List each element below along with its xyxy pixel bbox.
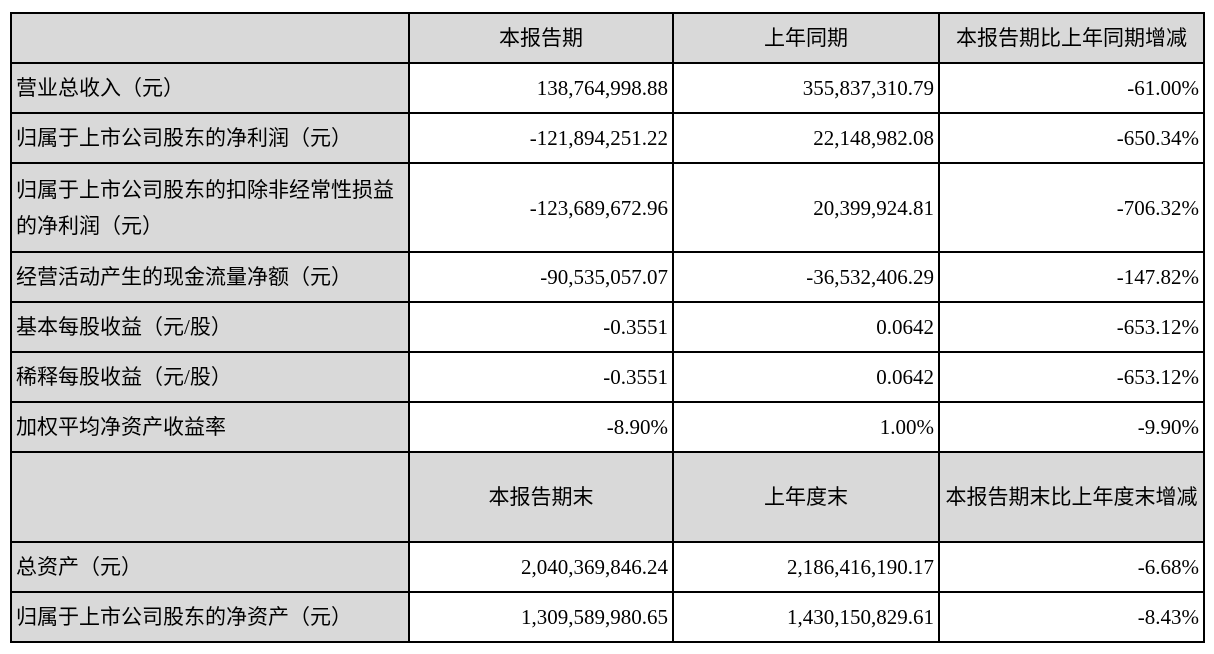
current-value: -90,535,057.07: [408, 251, 674, 303]
change-value: -653.12%: [938, 351, 1205, 403]
row-label: 稀释每股收益（元/股）: [10, 351, 410, 403]
change-value: -147.82%: [938, 251, 1205, 303]
table-row: 营业总收入（元） 138,764,998.88 355,837,310.79 -…: [10, 62, 1205, 114]
prior-value: 355,837,310.79: [672, 62, 940, 114]
financial-summary-table: 本报告期 上年同期 本报告期比上年同期增减 营业总收入（元） 138,764,9…: [10, 12, 1205, 643]
row-label: 归属于上市公司股东的净资产（元）: [10, 591, 410, 643]
change-value: -706.32%: [938, 162, 1205, 253]
header-change-period-end: 本报告期末比上年度末增减: [938, 451, 1205, 543]
table-row: 稀释每股收益（元/股） -0.3551 0.0642 -653.12%: [10, 351, 1205, 403]
table-row: 基本每股收益（元/股） -0.3551 0.0642 -653.12%: [10, 301, 1205, 353]
prior-value: 2,186,416,190.17: [672, 541, 940, 593]
header-prior-year-end: 上年度末: [672, 451, 940, 543]
row-label: 经营活动产生的现金流量净额（元）: [10, 251, 410, 303]
header-prior-period: 上年同期: [672, 12, 940, 64]
table-row: 总资产（元） 2,040,369,846.24 2,186,416,190.17…: [10, 541, 1205, 593]
row-label: 加权平均净资产收益率: [10, 401, 410, 453]
table-row: 经营活动产生的现金流量净额（元） -90,535,057.07 -36,532,…: [10, 251, 1205, 303]
header-cell-empty: [10, 12, 410, 64]
header-row-period-end: 本报告期末 上年度末 本报告期末比上年度末增减: [10, 451, 1205, 543]
change-value: -61.00%: [938, 62, 1205, 114]
current-value: 1,309,589,980.65: [408, 591, 674, 643]
current-value: -8.90%: [408, 401, 674, 453]
prior-value: -36,532,406.29: [672, 251, 940, 303]
header-current-period-end: 本报告期末: [408, 451, 674, 543]
row-label: 归属于上市公司股东的净利润（元）: [10, 112, 410, 164]
row-label: 总资产（元）: [10, 541, 410, 593]
row-label: 营业总收入（元）: [10, 62, 410, 114]
prior-value: 22,148,982.08: [672, 112, 940, 164]
change-value: -650.34%: [938, 112, 1205, 164]
table-row: 归属于上市公司股东的扣除非经常性损益的净利润（元） -123,689,672.9…: [10, 162, 1205, 253]
prior-value: 0.0642: [672, 301, 940, 353]
table-row: 归属于上市公司股东的净资产（元） 1,309,589,980.65 1,430,…: [10, 591, 1205, 643]
change-value: -653.12%: [938, 301, 1205, 353]
row-label: 归属于上市公司股东的扣除非经常性损益的净利润（元）: [10, 162, 410, 253]
prior-value: 0.0642: [672, 351, 940, 403]
change-value: -8.43%: [938, 591, 1205, 643]
current-value: 2,040,369,846.24: [408, 541, 674, 593]
prior-value: 1.00%: [672, 401, 940, 453]
header-change: 本报告期比上年同期增减: [938, 12, 1205, 64]
change-value: -9.90%: [938, 401, 1205, 453]
prior-value: 1,430,150,829.61: [672, 591, 940, 643]
table-row: 归属于上市公司股东的净利润（元） -121,894,251.22 22,148,…: [10, 112, 1205, 164]
current-value: 138,764,998.88: [408, 62, 674, 114]
current-value: -0.3551: [408, 301, 674, 353]
change-value: -6.68%: [938, 541, 1205, 593]
current-value: -123,689,672.96: [408, 162, 674, 253]
prior-value: 20,399,924.81: [672, 162, 940, 253]
row-label: 基本每股收益（元/股）: [10, 301, 410, 353]
header-cell-empty: [10, 451, 410, 543]
header-current-period: 本报告期: [408, 12, 674, 64]
current-value: -121,894,251.22: [408, 112, 674, 164]
header-row-period: 本报告期 上年同期 本报告期比上年同期增减: [10, 12, 1205, 64]
table-row: 加权平均净资产收益率 -8.90% 1.00% -9.90%: [10, 401, 1205, 453]
current-value: -0.3551: [408, 351, 674, 403]
